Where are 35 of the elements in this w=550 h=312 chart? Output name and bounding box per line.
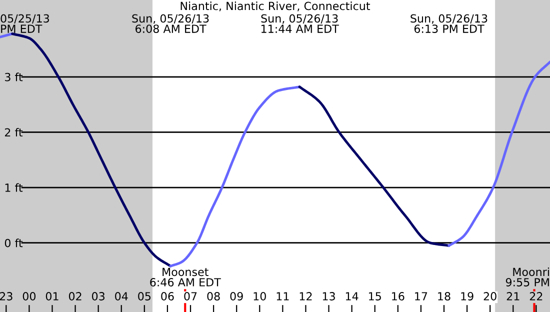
x-tick-label: 18 <box>438 292 450 300</box>
x-tick-label: 23 <box>0 292 12 300</box>
x-tick-label: 19 <box>461 292 474 300</box>
y-tick-label: 2 ft <box>4 128 23 136</box>
ref-line-label: Moonset 6:46 AM EDT <box>150 268 221 286</box>
x-tick-label: 00 <box>22 292 36 300</box>
x-tick-label: 20 <box>484 292 496 300</box>
x-tick-label: 02 <box>68 292 82 300</box>
x-tick-label: 03 <box>92 292 105 300</box>
annotation: Sun, 05/26/13 6:13 PM EDT <box>410 14 488 33</box>
x-tick-label: 06 <box>161 292 174 300</box>
x-tick-label: 12 <box>300 292 312 300</box>
x-tick-label: 16 <box>392 292 404 300</box>
annotation: 05/25/13 PM EDT <box>0 14 50 33</box>
x-tick-label: 08 <box>207 292 220 300</box>
x-tick-label: 10 <box>254 292 266 300</box>
x-tick-label: 04 <box>115 292 128 300</box>
x-tick-label: 11 <box>276 292 289 300</box>
x-tick-label: 22 <box>530 292 542 300</box>
x-tick-label: 15 <box>369 292 381 300</box>
x-tick-label: 13 <box>322 292 335 300</box>
y-tick-label: 0 ft <box>4 238 23 248</box>
annotation: Sun, 05/26/13 6:08 AM EDT <box>132 14 209 33</box>
y-tick-label: 3 ft <box>5 72 23 82</box>
ref-line-label: Moonri 9:55 PM <box>506 268 549 286</box>
y-tick-label: 1 ft <box>5 183 23 192</box>
x-tick-label: 14 <box>346 292 358 300</box>
x-tick-label: 09 <box>230 292 243 300</box>
x-tick-label: 05 <box>138 292 151 300</box>
x-tick-label: 07 <box>184 292 197 300</box>
x-tick-label: 21 <box>506 292 520 300</box>
x-tick-label: 01 <box>46 292 58 300</box>
x-tick-label: 17 <box>415 292 428 300</box>
chart-title: Niantic, Niantic River, Connecticut <box>180 2 370 12</box>
annotation: Sun, 05/26/13 11:44 AM EDT <box>261 14 339 33</box>
